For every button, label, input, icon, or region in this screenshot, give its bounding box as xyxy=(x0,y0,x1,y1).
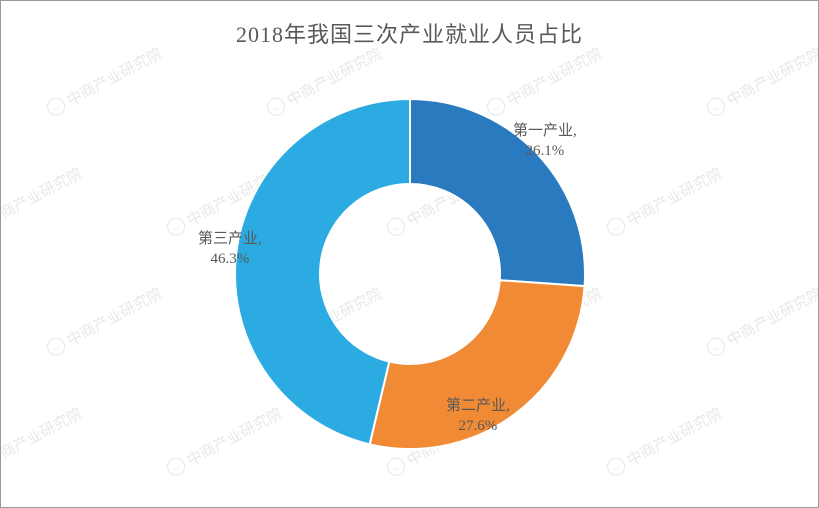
watermark: 中商产业研究院 xyxy=(0,162,86,240)
chart-container: 中商产业研究院中商产业研究院中商产业研究院中商产业研究院中商产业研究院中商产业研… xyxy=(0,0,819,508)
slice-label: 第二产业,27.6% xyxy=(446,396,510,437)
watermark: 中商产业研究院 xyxy=(604,402,726,480)
watermark: 中商产业研究院 xyxy=(0,402,86,480)
watermark: 中商产业研究院 xyxy=(704,42,819,120)
watermark: 中商产业研究院 xyxy=(44,42,166,120)
slice-label: 第三产业,46.3% xyxy=(198,229,262,270)
slice-label: 第一产业,26.1% xyxy=(513,121,577,162)
chart-title: 2018年我国三次产业就业人员占比 xyxy=(1,17,818,49)
watermark: 中商产业研究院 xyxy=(704,282,819,360)
watermark: 中商产业研究院 xyxy=(604,162,726,240)
watermark: 中商产业研究院 xyxy=(44,282,166,360)
